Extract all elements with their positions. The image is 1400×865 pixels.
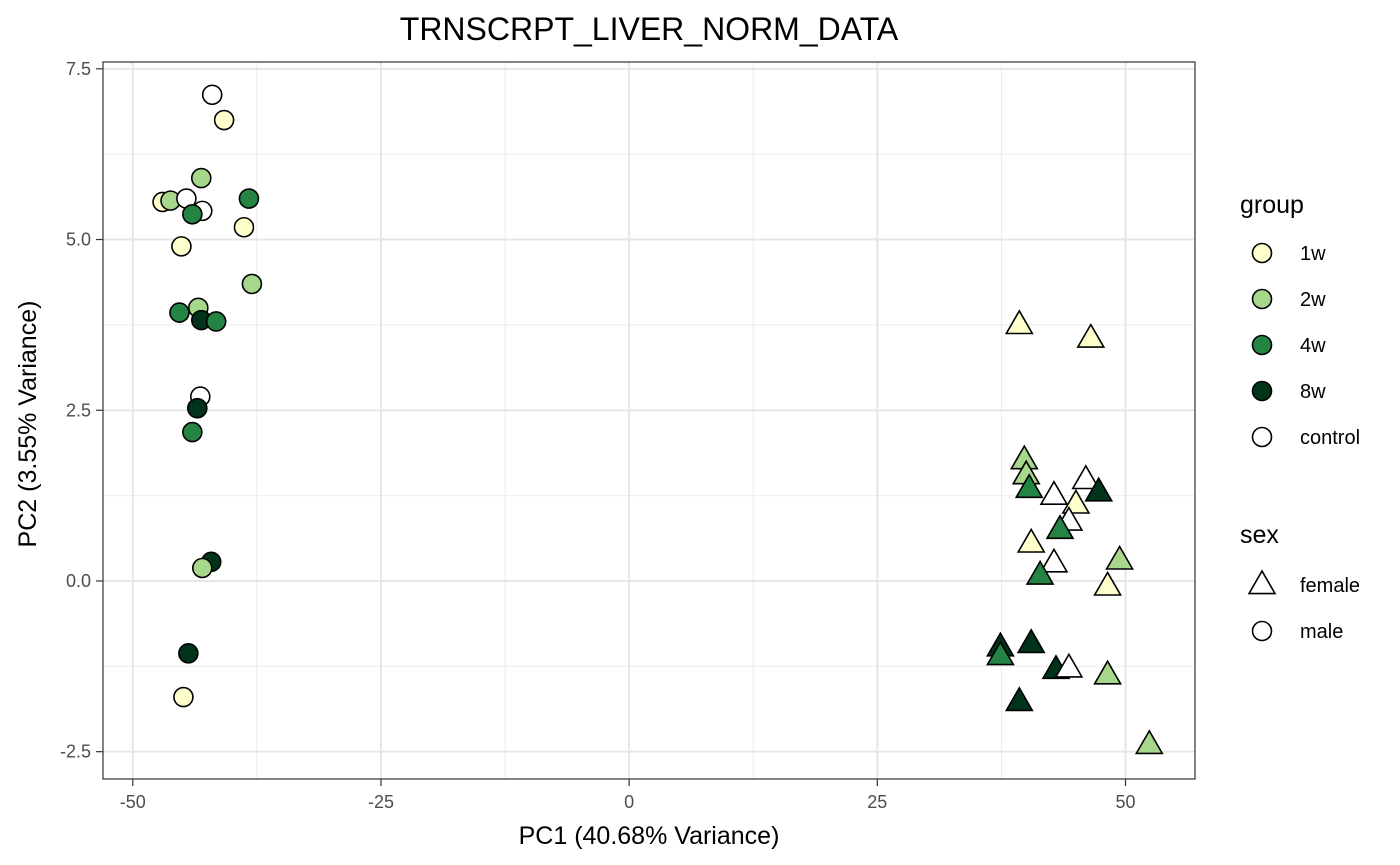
data-point-female-8w [1084,476,1114,502]
legend-label-male: male [1300,621,1343,643]
legend-sex-items: female male [1247,569,1360,643]
data-point-female-4w [1014,473,1044,499]
grid-minor [103,62,1195,779]
y-tick-label: 7.5 [66,59,91,79]
x-axis-title: PC1 (40.68% Variance) [519,822,780,850]
data-point-male-4w [182,203,203,225]
y-tick-label: -2.5 [60,742,91,762]
data-point-female-control [1054,652,1084,678]
legend-group-items: 1w 2w 4w 8w control [1251,242,1360,449]
data-point-male-2w [190,167,212,189]
data-point-female-4w [986,640,1015,666]
legend-label-1w: 1w [1300,243,1326,265]
legend-key-4w [1251,334,1273,356]
data-point-female-control [1071,464,1101,490]
data-point-female-8w [1016,628,1046,654]
data-point-female-4w [1045,514,1075,540]
legend-key-2w [1251,288,1273,310]
data-point-female-4w [1025,559,1055,585]
data-point-male-8w [187,397,208,419]
data-point-male-4w [169,302,190,323]
y-axis: -2.5 0.0 2.5 5.0 7.5 [60,59,103,762]
x-tick-label: -50 [120,792,146,812]
data-point-female-1w [1004,309,1034,335]
legend-label-female: female [1300,575,1360,597]
legend-key-1w [1251,242,1273,264]
x-tick-label: 0 [624,792,634,812]
data-point-female-1w [1016,527,1046,553]
data-point-male-8w [178,643,199,664]
data-point-male-4w [205,311,227,332]
x-tick-label: 50 [1115,792,1135,812]
x-tick-label: 25 [867,792,887,812]
legend-key-control [1251,426,1273,448]
data-point-male-control [201,84,223,106]
data-point-female-control [1039,480,1069,506]
data-point-female-1w [1093,570,1122,596]
legend-label-2w: 2w [1300,289,1326,311]
data-point-female-2w [1093,659,1122,685]
x-axis: -50 -25 0 25 50 [120,779,1136,812]
chart-title: TRNSCRPT_LIVER_NORM_DATA [400,11,899,47]
y-tick-label: 5.0 [66,230,91,250]
legend-key-female [1247,569,1277,595]
legend-label-8w: 8w [1300,381,1326,403]
legend-label-control: control [1300,427,1360,449]
legend-title-sex: sex [1240,521,1279,549]
data-point-female-2w [1105,544,1134,570]
data-point-male-1w [171,236,192,257]
grid-major [103,62,1195,779]
legend-key-male [1251,620,1273,642]
legend: group 1w 2w 4w 8w control sex female male [1240,191,1360,643]
legend-key-8w [1251,380,1273,402]
y-axis-title: PC2 (3.55% Variance) [14,301,42,548]
data-point-female-2w [1134,729,1164,755]
y-tick-label: 2.5 [66,400,91,420]
data-point-male-1w [173,686,194,708]
data-points [152,84,1164,755]
plot-border [102,61,1196,780]
data-point-male-1w [213,109,235,131]
data-point-male-4w [182,421,203,443]
data-point-male-2w [241,273,263,295]
data-point-female-1w [1076,323,1106,348]
data-point-male-2w [191,557,213,579]
data-point-male-4w [238,188,260,209]
x-tick-label: -25 [368,792,394,812]
y-tick-label: 0.0 [66,571,91,591]
plot-background [103,62,1195,779]
legend-label-4w: 4w [1300,335,1326,357]
legend-title-group: group [1240,191,1304,219]
data-point-male-1w [233,216,255,238]
data-point-female-8w [1004,686,1034,712]
plot-panel [102,61,1196,780]
data-point-female-control [1039,547,1069,573]
